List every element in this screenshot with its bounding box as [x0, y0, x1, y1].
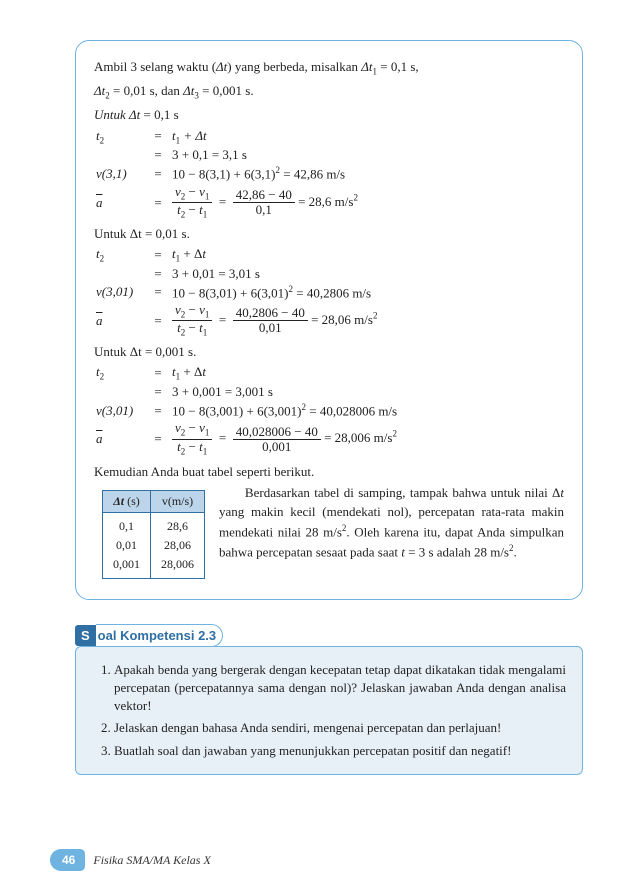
case3-eqs: t2=t1 + Δt =3 + 0,001 = 3,001 s v(3,01)=…	[94, 363, 399, 458]
page-footer: 46 Fisika SMA/MA Kelas X	[50, 849, 211, 871]
intro-line-2: Δt2 = 0,01 s, dan Δt3 = 0,001 s.	[94, 81, 564, 103]
case1-header: Untuk Δt = 0,1 s	[94, 105, 564, 125]
competency-box: Apakah benda yang bergerak dengan kecepa…	[75, 646, 583, 775]
book-title: Fisika SMA/MA Kelas X	[93, 853, 210, 868]
worked-example-box: Ambil 3 selang waktu (Δt) yang berbeda, …	[75, 40, 583, 600]
case2-header: Untuk Δt = 0,01 s.	[94, 224, 564, 244]
question-3: Buatlah soal dan jawaban yang menunjukka…	[114, 742, 566, 760]
question-2: Jelaskan dengan bahasa Anda sendiri, men…	[114, 719, 566, 737]
dt-table: Δt (s) v(m/s) 0,128,6 0,0128,06 0,00128,…	[102, 490, 205, 579]
table-lead: Kemudian Anda buat tabel seperti berikut…	[94, 462, 564, 482]
case3-header: Untuk Δt = 0,001 s.	[94, 342, 564, 362]
table-row: 0,128,6	[103, 512, 205, 536]
case2-eqs: t2=t1 + Δt =3 + 0,01 = 3,01 s v(3,01)= 1…	[94, 245, 379, 340]
col-dt: Δt (s)	[103, 490, 151, 512]
col-v: v(m/s)	[151, 490, 205, 512]
case1-eqs: t2= t1 + Δt =3 + 0,1 = 3,1 s v(3,1)= 10 …	[94, 127, 360, 222]
question-1: Apakah benda yang bergerak dengan kecepa…	[114, 661, 566, 716]
intro-line-1: Ambil 3 selang waktu (Δt) yang berbeda, …	[94, 57, 564, 79]
page-number-badge: 46	[50, 849, 85, 871]
a-bar: a	[96, 195, 103, 211]
competency-header: Soal Kompetensi 2.3	[75, 624, 583, 647]
conclusion-paragraph: Berdasarkan tabel di samping, tampak bah…	[215, 484, 564, 562]
competency-title: oal Kompetensi 2.3	[96, 624, 223, 647]
table-row: 0,0128,06	[103, 536, 205, 555]
table-row: 0,00128,006	[103, 555, 205, 579]
delta-t: Δt	[216, 59, 227, 74]
competency-pill: S	[75, 625, 96, 646]
